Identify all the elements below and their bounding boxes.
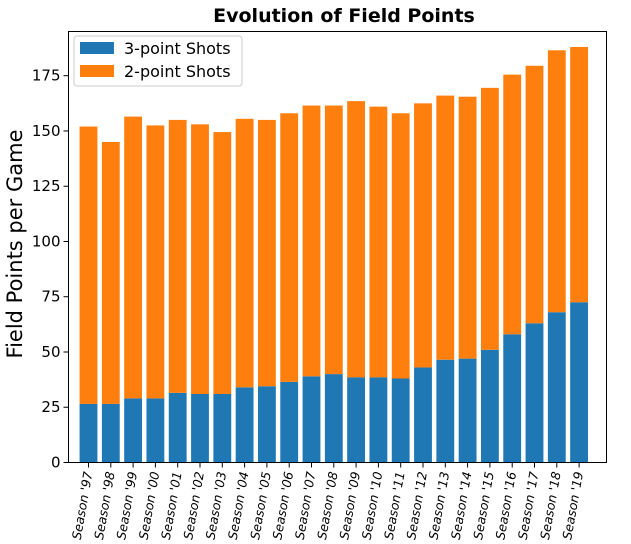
y-tick-label: 50 — [41, 343, 60, 361]
bar-2pt — [347, 101, 366, 378]
bar-3pt — [168, 392, 187, 463]
bar-3pt — [101, 403, 120, 463]
bar-2pt — [436, 95, 455, 360]
x-tick-label: Season '01 — [158, 470, 185, 540]
y-tick-label: 175 — [32, 67, 61, 85]
y-axis-label: Field Points per Game — [3, 130, 27, 359]
y-tick-label: 125 — [32, 177, 61, 195]
bar-3pt — [414, 367, 432, 463]
bar-3pt — [257, 386, 276, 463]
bar-2pt — [324, 105, 343, 375]
bar-3pt — [570, 302, 589, 463]
bar-2pt — [213, 132, 232, 394]
y-tick-label: 0 — [51, 454, 61, 472]
bar-2pt — [570, 46, 589, 303]
bar-2pt — [257, 119, 276, 387]
bar-3pt — [79, 403, 98, 463]
bar-2pt — [146, 125, 165, 399]
bar-2pt — [101, 142, 120, 404]
bar-2pt — [391, 113, 410, 379]
bar-3pt — [213, 393, 232, 463]
bars-layer — [79, 46, 589, 463]
bar-2pt — [191, 124, 209, 394]
bar-3pt — [124, 398, 143, 463]
bar-2pt — [503, 74, 522, 335]
bar-2pt — [458, 96, 477, 359]
bar-2pt — [79, 126, 98, 404]
bar-3pt — [458, 358, 477, 463]
bar-3pt — [302, 376, 321, 463]
legend-swatch — [80, 65, 114, 77]
bar-2pt — [525, 65, 544, 324]
legend-swatch — [80, 42, 114, 54]
legend: 3-point Shots 2-point Shots — [73, 35, 243, 87]
bar-3pt — [146, 398, 165, 463]
bar-2pt — [302, 105, 321, 377]
y-ticks: 0 25 50 75 100 125 150 175 — [32, 67, 69, 472]
y-tick-label: 25 — [41, 398, 60, 416]
bar-2pt — [369, 106, 388, 378]
bar-3pt — [503, 334, 522, 463]
legend-label: 2-point Shots — [124, 62, 231, 81]
plot-frame — [68, 31, 607, 463]
bar-3pt — [391, 378, 410, 463]
y-tick-label: 100 — [32, 232, 61, 250]
bar-2pt — [480, 87, 499, 350]
bar-2pt — [124, 116, 143, 399]
bar-3pt — [347, 377, 366, 463]
bar-3pt — [547, 312, 566, 463]
x-tick-label: Season '11 — [381, 470, 408, 540]
bar-2pt — [547, 50, 566, 313]
bar-3pt — [480, 349, 499, 463]
bar-2pt — [280, 113, 299, 382]
bar-3pt — [235, 387, 254, 463]
bar-3pt — [324, 374, 343, 463]
y-tick-label: 75 — [41, 288, 60, 306]
bar-3pt — [280, 381, 299, 463]
bar-3pt — [436, 359, 455, 463]
bar-3pt — [525, 323, 544, 463]
x-tick-label: Season '19 — [559, 470, 586, 540]
bar-3pt — [191, 393, 209, 463]
bar-2pt — [235, 118, 254, 388]
legend-box — [73, 35, 243, 87]
bar-2pt — [168, 119, 187, 393]
bar-3pt — [369, 377, 388, 463]
bar-2pt — [414, 103, 432, 368]
chart-title: Evolution of Field Points — [213, 5, 475, 27]
legend-label: 3-point Shots — [124, 39, 231, 58]
y-tick-label: 150 — [32, 122, 61, 140]
